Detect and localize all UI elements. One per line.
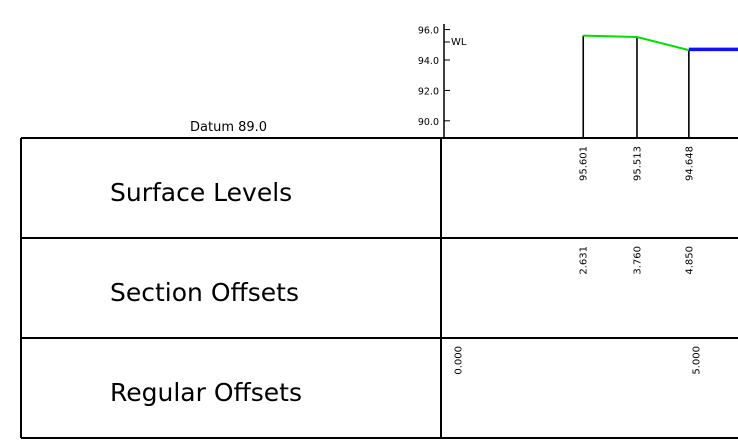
section-offset-value: 3.760: [632, 246, 643, 275]
section-offset-value: 2.631: [579, 246, 590, 275]
section-offset-value: 4.850: [684, 246, 695, 275]
y-tick-label-2: 92.0: [418, 86, 439, 97]
row-label-regular-offsets: Regular Offsets: [110, 378, 302, 407]
row-label-surface-levels: Surface Levels: [110, 178, 292, 207]
y-axis-ticks: 96.0 94.0 92.0 90.0: [418, 26, 450, 128]
table-frame: [20, 137, 738, 439]
surface-level-value: 94.648: [684, 146, 695, 181]
datum-label: Datum 89.0: [190, 120, 267, 135]
regular-offset-value: 5.000: [692, 346, 703, 375]
row-label-section-offsets: Section Offsets: [110, 278, 299, 307]
surface-level-value: 95.601: [579, 146, 590, 181]
y-tick-label-0: 96.0: [418, 26, 439, 37]
water-level-label: WL: [451, 37, 467, 48]
y-tick-label-3: 90.0: [418, 117, 439, 128]
surface-level-value: 95.513: [632, 146, 643, 181]
regular-offset-value: 0.000: [454, 346, 465, 375]
y-tick-label-1: 94.0: [418, 56, 439, 67]
plot-area: [582, 34, 738, 138]
table-values: 95.60195.51394.64894.69195.4432.6313.760…: [454, 146, 703, 375]
